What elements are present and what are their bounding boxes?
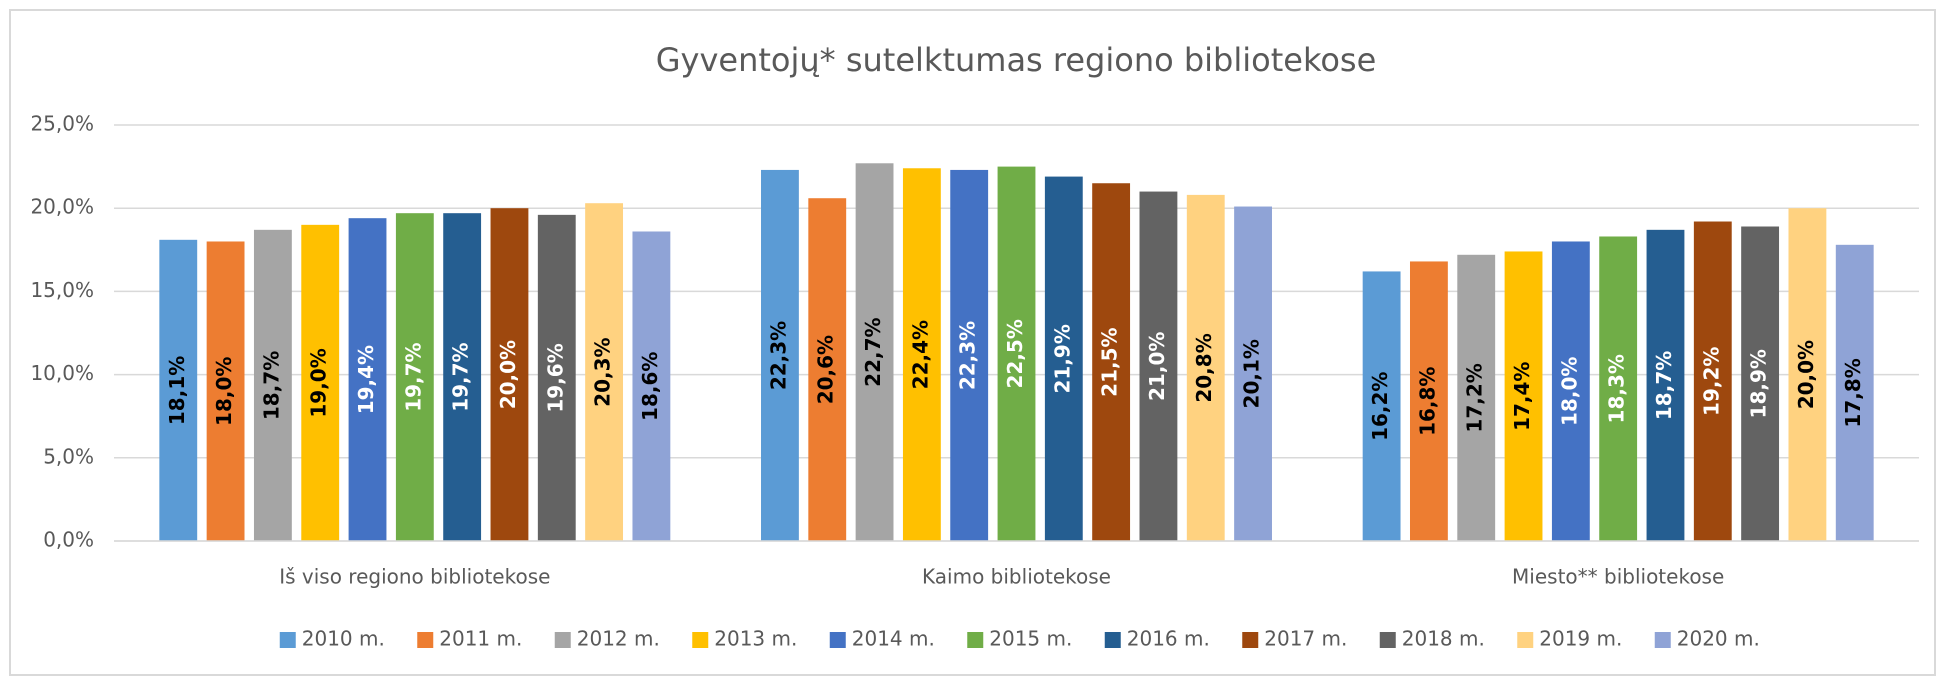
legend-swatch (1242, 632, 1259, 648)
legend-label: 2017 m. (1264, 627, 1347, 651)
legend-swatch (279, 632, 296, 648)
data-label: 21,9% (1050, 324, 1074, 393)
chart-title: Gyventojų* sutelktumas regiono bibliotek… (656, 41, 1377, 79)
bar (1409, 261, 1448, 541)
data-label: 18,3% (1605, 354, 1629, 423)
legend-swatch (1379, 632, 1396, 648)
legend-swatch (554, 632, 571, 648)
data-label: 22,5% (1003, 319, 1027, 388)
legend-label: 2011 m. (439, 627, 522, 651)
bar (902, 168, 941, 541)
bar (1504, 251, 1543, 542)
y-tick-label: 25,0% (30, 112, 94, 136)
y-tick-label: 15,0% (30, 278, 94, 302)
bar (808, 198, 847, 541)
bar (206, 241, 245, 542)
data-label: 19,7% (449, 342, 473, 411)
legend-swatch (1517, 632, 1534, 648)
data-label: 22,4% (908, 320, 932, 389)
legend-swatch (1654, 632, 1671, 648)
legend-swatch (1104, 632, 1121, 648)
data-label: 22,7% (861, 317, 885, 386)
legend-label: 2019 m. (1539, 627, 1622, 651)
bar (301, 224, 340, 541)
bar (1139, 191, 1178, 541)
data-label: 19,4% (354, 345, 378, 414)
bar (1835, 244, 1874, 542)
bar (1362, 271, 1401, 541)
data-label: 19,6% (543, 343, 567, 412)
legend-swatch (692, 632, 709, 648)
data-label: 22,3% (956, 321, 980, 390)
data-label: 20,6% (814, 335, 838, 404)
data-label: 22,3% (766, 321, 790, 390)
data-label: 18,9% (1747, 349, 1771, 418)
bar (443, 213, 482, 541)
legend-label: 2020 m. (1677, 627, 1760, 651)
legend-swatch (417, 632, 434, 648)
data-label: 19,7% (401, 342, 425, 411)
legend-label: 2015 m. (989, 627, 1072, 651)
data-label: 18,0% (212, 357, 236, 426)
data-label: 19,0% (307, 348, 331, 417)
x-tick-label: Miesto** bibliotekose (1512, 565, 1724, 589)
bar (1044, 176, 1083, 542)
legend-label: 2016 m. (1127, 627, 1210, 651)
bar (950, 169, 989, 542)
x-tick-label: Kaimo bibliotekose (922, 565, 1111, 589)
data-label: 21,5% (1098, 327, 1122, 396)
bar (1693, 221, 1732, 541)
bar (253, 229, 292, 541)
data-label: 18,6% (638, 352, 662, 421)
data-label: 17,2% (1463, 363, 1487, 432)
bar (348, 218, 387, 541)
bar (537, 214, 576, 541)
data-label: 18,0% (1557, 357, 1581, 426)
x-tick-label: Iš viso regiono bibliotekose (279, 565, 550, 589)
legend-swatch (829, 632, 846, 648)
data-label: 16,8% (1415, 367, 1439, 436)
data-label: 20,3% (591, 337, 615, 406)
legend-label: 2018 m. (1402, 627, 1485, 651)
data-label: 20,1% (1240, 339, 1264, 408)
bar (1741, 226, 1780, 541)
legend-label: 2014 m. (852, 627, 935, 651)
bar (632, 231, 671, 541)
bar (1788, 208, 1827, 541)
bar (1457, 254, 1496, 542)
bar (855, 163, 894, 541)
bar (159, 239, 198, 542)
bar (1551, 241, 1590, 542)
data-label: 20,8% (1192, 333, 1216, 402)
legend-label: 2010 m. (302, 627, 385, 651)
data-label: 18,1% (165, 356, 189, 425)
bar (395, 213, 434, 541)
bar (1599, 236, 1638, 541)
bar (1092, 183, 1131, 542)
data-label: 16,2% (1368, 372, 1392, 441)
data-label: 21,0% (1145, 332, 1169, 401)
y-tick-label: 0,0% (43, 528, 94, 552)
legend-label: 2012 m. (577, 627, 660, 651)
y-tick-label: 5,0% (43, 444, 94, 468)
bar (1646, 229, 1685, 541)
data-label: 20,0% (1794, 340, 1818, 409)
legend-swatch (967, 632, 984, 648)
data-label: 17,4% (1510, 362, 1534, 431)
data-label: 17,8% (1841, 358, 1865, 427)
data-label: 18,7% (1652, 351, 1676, 420)
data-label: 19,2% (1699, 347, 1723, 416)
data-label: 18,7% (259, 351, 283, 420)
bar (585, 203, 624, 541)
bar (997, 166, 1036, 541)
legend-label: 2013 m. (714, 627, 797, 651)
y-tick-label: 20,0% (30, 195, 94, 219)
y-tick-label: 10,0% (30, 361, 94, 385)
bar (1234, 206, 1272, 541)
bar (1186, 194, 1225, 541)
bar (761, 169, 799, 542)
data-label: 20,0% (496, 340, 520, 409)
bar (490, 208, 529, 541)
